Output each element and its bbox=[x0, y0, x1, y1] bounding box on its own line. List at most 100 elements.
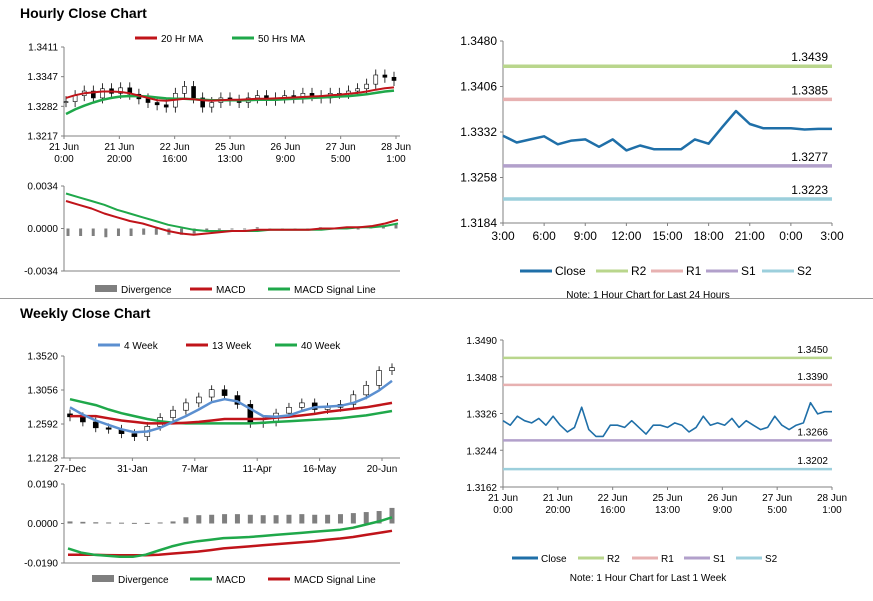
hourly-macd-signal-line bbox=[65, 192, 399, 232]
hourly-24h-y-tick-label: 1.3406 bbox=[460, 80, 497, 94]
hourly-x-tick-time: 13:00 bbox=[217, 154, 242, 165]
hourly-candle-body bbox=[382, 74, 388, 78]
weekly-1w-x-tick-time: 5:00 bbox=[767, 505, 787, 516]
hourly-divergence-bar bbox=[356, 228, 360, 230]
weekly-divergence-bar bbox=[376, 511, 382, 524]
hourly-candle-body bbox=[91, 90, 96, 99]
weekly-divergence-bar bbox=[170, 521, 176, 524]
hourly-ma20-line bbox=[65, 86, 395, 102]
hourly-price-y-tick-label: 1.3411 bbox=[28, 43, 58, 54]
weekly-1w-x-tick-time: 9:00 bbox=[713, 505, 733, 516]
hourly-divergence-bar bbox=[180, 228, 184, 235]
hourly-24h-legend-label: S1 bbox=[741, 264, 756, 278]
weekly-1w-level-label: 1.3266 bbox=[797, 427, 828, 438]
weekly-1w-x-tick-time: 13:00 bbox=[655, 505, 680, 516]
weekly-candle-body bbox=[299, 402, 305, 408]
hourly-divergence-bar bbox=[91, 228, 95, 236]
hourly-divergence-bar bbox=[217, 228, 221, 230]
weekly-1w-legend-label: Close bbox=[541, 554, 567, 565]
hourly-legend-label: 50 Hrs MA bbox=[258, 34, 306, 45]
hourly-candle-body bbox=[163, 104, 169, 108]
hourly-candle-body bbox=[355, 88, 360, 92]
weekly-macd-y-tick-label: 0.0190 bbox=[27, 480, 58, 491]
hourly-x-tick-time: 1:00 bbox=[386, 154, 406, 165]
weekly-divergence-bar bbox=[196, 515, 202, 524]
hourly-legend-label: 20 Hr MA bbox=[161, 34, 204, 45]
weekly-1w-x-tick-date: 25 Jun bbox=[652, 493, 682, 504]
weekly-1w-note: Note: 1 Hour Chart for Last 1 Week bbox=[570, 573, 728, 584]
weekly-1w-x-tick-time: 20:00 bbox=[545, 505, 570, 516]
hourly-candle-body bbox=[209, 102, 215, 108]
hourly-24h-legend-label: S2 bbox=[797, 264, 812, 278]
weekly-ma4-line bbox=[69, 379, 393, 434]
weekly-candle-body bbox=[208, 389, 215, 398]
hourly-divergence-bar bbox=[79, 228, 83, 236]
hourly-candle-body bbox=[255, 95, 260, 99]
hourly-x-tick-date: 22 Jun bbox=[160, 142, 190, 153]
hourly-x-tick-time: 0:00 bbox=[54, 154, 74, 165]
hourly-24h-x-tick-label: 9:00 bbox=[574, 229, 598, 243]
hourly-24h-x-tick-label: 12:00 bbox=[611, 229, 641, 243]
hourly-x-tick-date: 27 Jun bbox=[326, 142, 356, 153]
hourly-24h-close-line bbox=[502, 109, 832, 152]
hourly-price-y-tick-label: 1.3217 bbox=[27, 132, 58, 143]
weekly-macd-y-tick-label: -0.0190 bbox=[24, 559, 58, 570]
weekly-1w-y-tick-label: 1.3326 bbox=[466, 410, 497, 421]
weekly-1w-x-tick-date: 26 Jun bbox=[707, 493, 737, 504]
hourly-divergence-bar bbox=[142, 228, 146, 235]
weekly-1w-level-label: 1.3450 bbox=[797, 345, 828, 356]
weekly-candle-body bbox=[183, 402, 189, 411]
hourly-24h-legend-label: R2 bbox=[631, 264, 647, 278]
hourly-x-tick-time: 20:00 bbox=[107, 154, 132, 165]
hourly-macd-y-tick-label: -0.0034 bbox=[24, 267, 58, 278]
weekly-1w-legend-label: S2 bbox=[765, 554, 778, 565]
weekly-divergence-bar bbox=[222, 514, 228, 524]
hourly-macd-legend-swatch bbox=[95, 285, 117, 292]
hourly-24h-x-tick-label: 3:00 bbox=[820, 229, 844, 243]
hourly-24h-level-label: 1.3277 bbox=[791, 150, 828, 164]
weekly-candle-body bbox=[92, 421, 99, 429]
weekly-candle-body bbox=[350, 394, 357, 405]
weekly-divergence-bar bbox=[286, 514, 292, 524]
weekly-divergence-bar bbox=[260, 515, 266, 524]
weekly-1w-x-tick-date: 21 Jun bbox=[543, 493, 573, 504]
hourly-24h-y-tick-label: 1.3184 bbox=[460, 216, 497, 230]
weekly-divergence-bar bbox=[119, 522, 125, 524]
hourly-candle-body bbox=[391, 76, 397, 81]
weekly-price-y-tick-label: 1.2128 bbox=[27, 454, 58, 465]
weekly-candle-body bbox=[196, 396, 202, 404]
weekly-1w-close-line bbox=[502, 401, 832, 438]
weekly-divergence-bar bbox=[67, 521, 73, 524]
weekly-candle-body bbox=[389, 367, 395, 371]
weekly-1w-x-tick-date: 27 Jun bbox=[762, 493, 792, 504]
hourly-divergence-bar bbox=[116, 228, 120, 236]
hourly-macd-y-tick-label: 0.0000 bbox=[27, 224, 58, 235]
hourly-x-tick-time: 16:00 bbox=[162, 154, 187, 165]
weekly-x-tick-label: 31-Jan bbox=[117, 464, 148, 475]
hourly-24h-y-tick-label: 1.3332 bbox=[460, 125, 497, 139]
weekly-1w-x-tick-time: 0:00 bbox=[493, 505, 513, 516]
weekly-divergence-bar bbox=[337, 514, 343, 524]
weekly-candle-body bbox=[221, 389, 228, 396]
weekly-1w-y-tick-label: 1.3408 bbox=[466, 373, 497, 384]
hourly-candle-body bbox=[364, 83, 369, 90]
weekly-1w-x-tick-time: 1:00 bbox=[822, 505, 842, 516]
hourly-x-tick-date: 28 Jun bbox=[381, 142, 411, 153]
hourly-24h-note: Note: 1 Hour Chart for Last 24 Hours bbox=[566, 290, 729, 301]
weekly-divergence-bar bbox=[106, 522, 112, 524]
hourly-candle-body bbox=[200, 97, 205, 108]
weekly-candle-body bbox=[131, 433, 138, 437]
hourly-24h-y-tick-label: 1.3258 bbox=[460, 171, 497, 185]
weekly-section-title: Weekly Close Chart bbox=[20, 305, 151, 321]
weekly-1w-legend-label: R1 bbox=[661, 554, 674, 565]
weekly-legend-label: 13 Week bbox=[212, 341, 252, 352]
hourly-price-y-tick-label: 1.3347 bbox=[27, 72, 58, 83]
hourly-candle-body bbox=[145, 98, 151, 103]
hourly-24h-y-tick-label: 1.3480 bbox=[460, 34, 497, 48]
hourly-section-title: Hourly Close Chart bbox=[20, 5, 147, 21]
weekly-divergence-bar bbox=[350, 513, 356, 524]
hourly-candle-body bbox=[191, 86, 196, 99]
weekly-x-tick-label: 27-Dec bbox=[54, 464, 86, 475]
weekly-x-tick-label: 20-Jun bbox=[367, 464, 398, 475]
